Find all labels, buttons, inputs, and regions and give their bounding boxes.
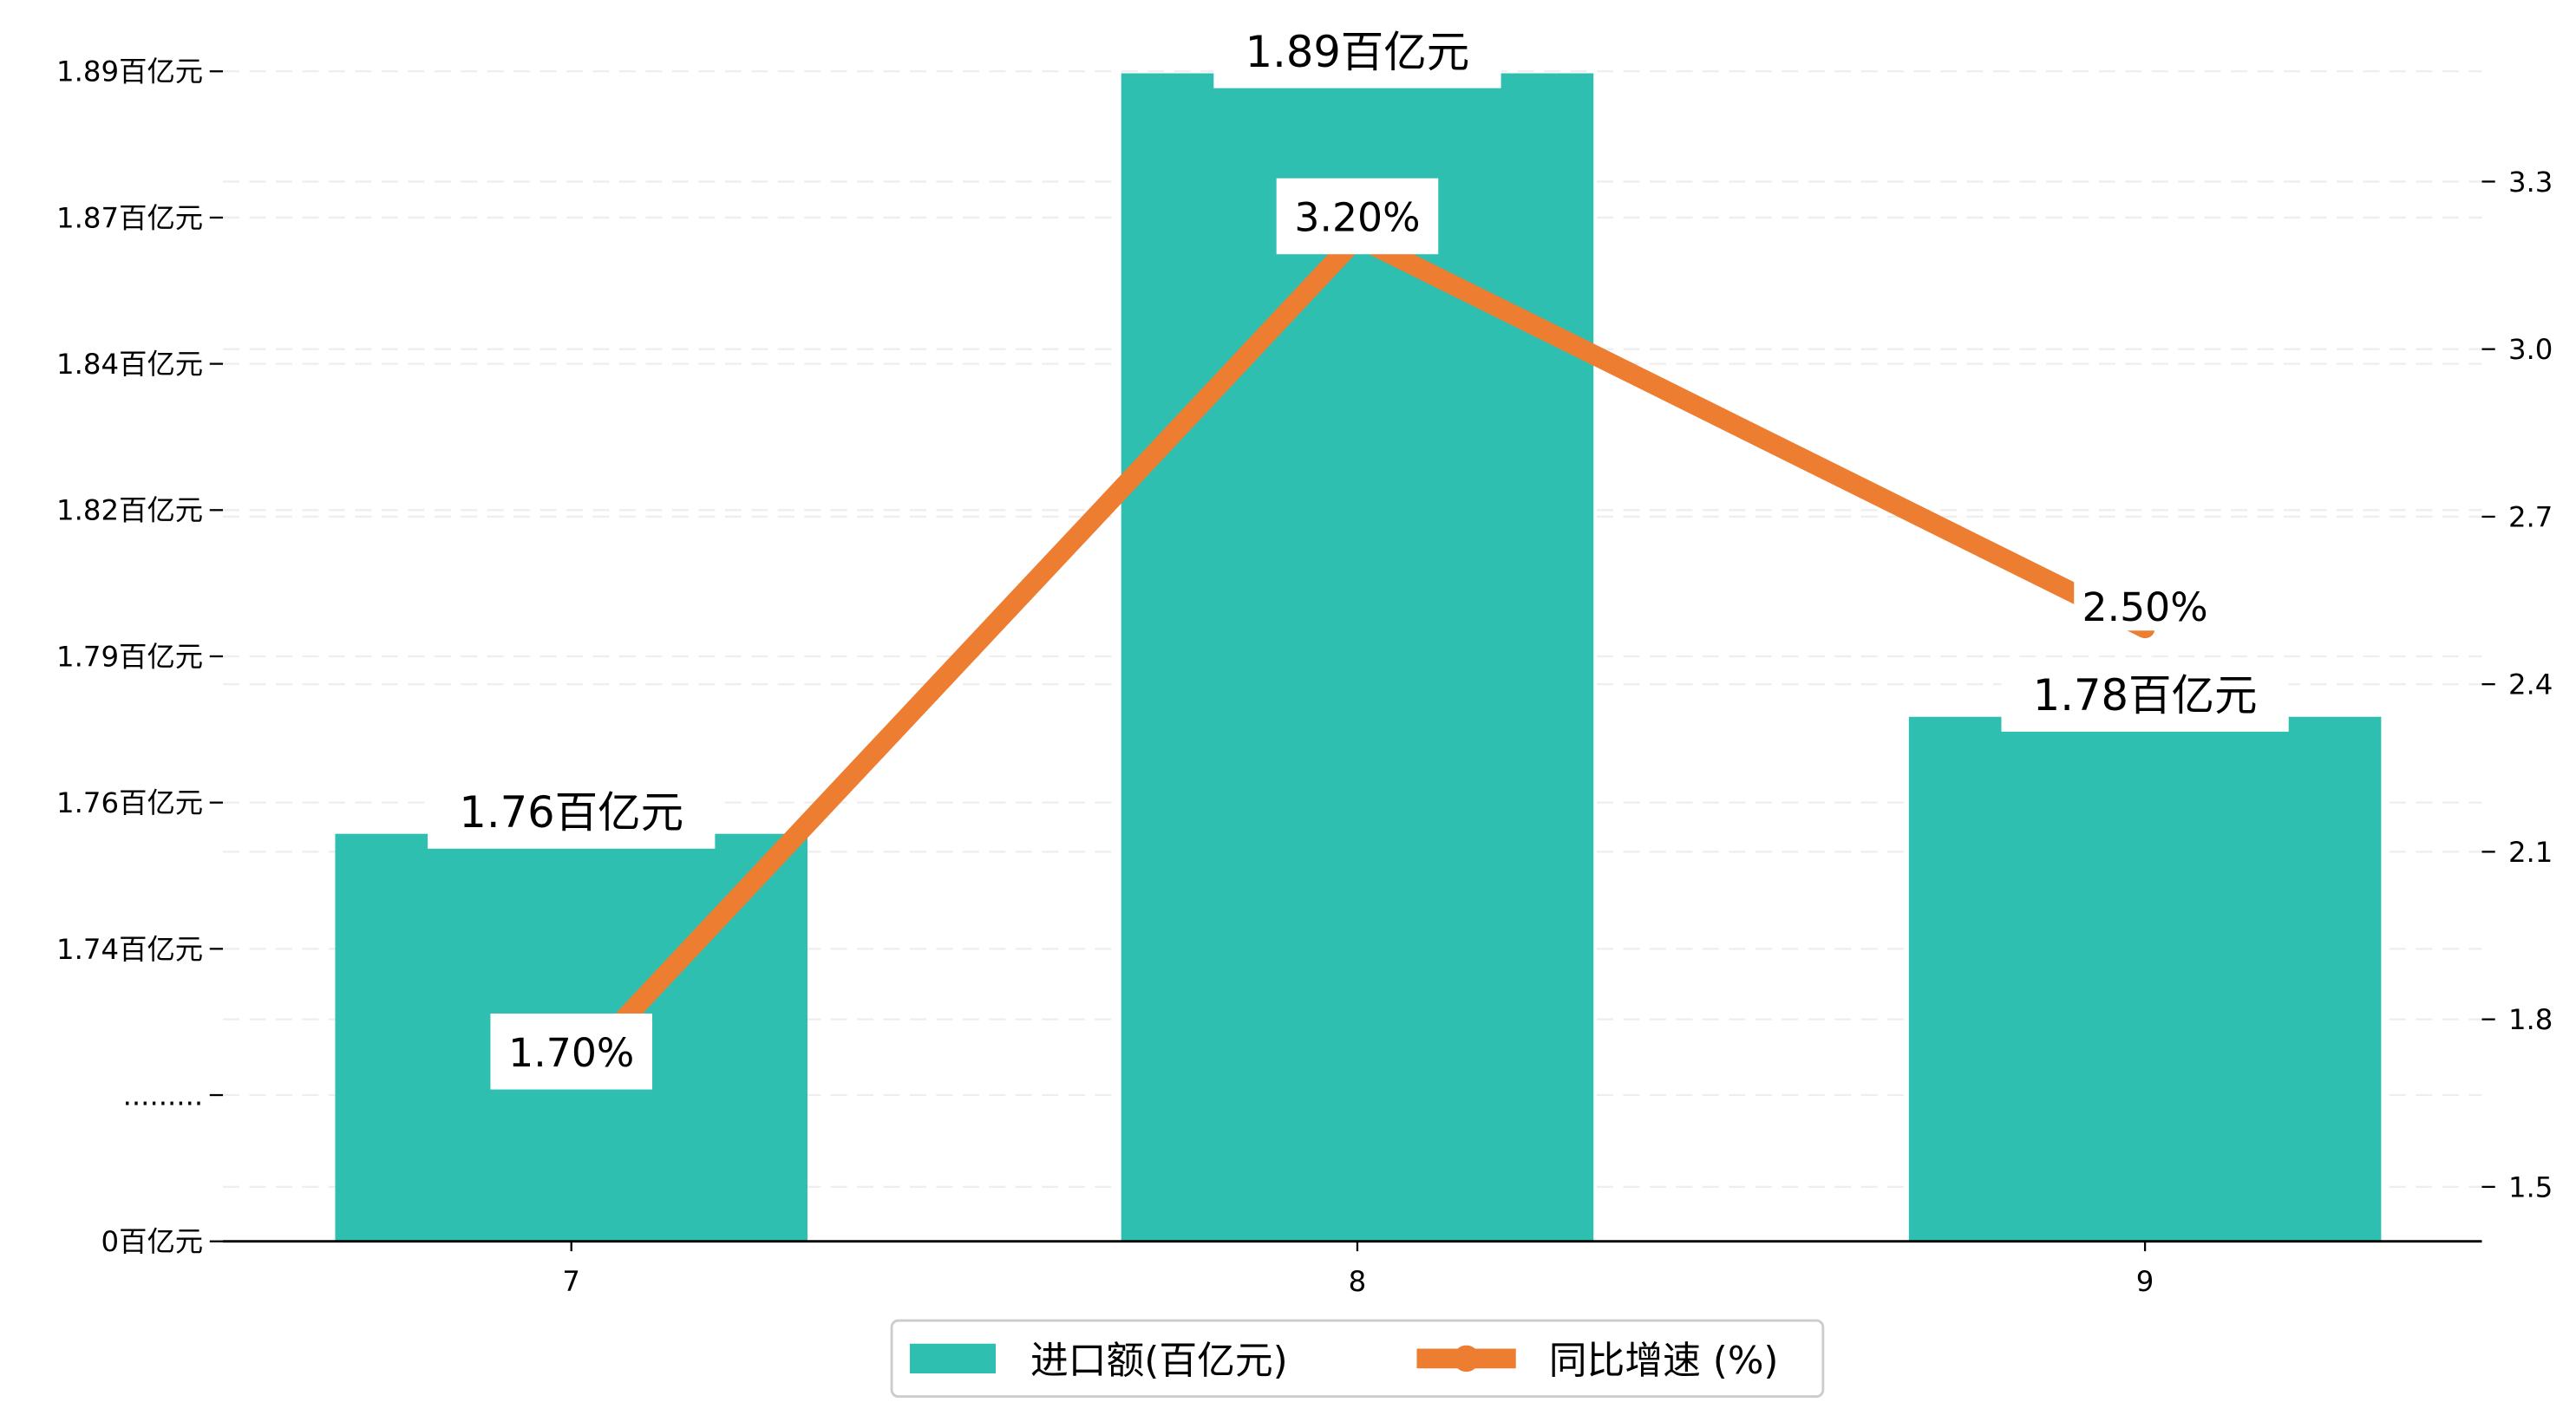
axes: 0百亿元......... 1.74百亿元 1.76百亿元 1.79百亿元 1.82百亿… [56,55,2553,1298]
bar-value-label-bg [428,776,716,849]
legend-line-label: 同比增速 (%) [1549,1339,1779,1383]
data-labels: 1.76百亿元 1.89百亿元 1.78百亿元 1.70% 3.20% 2.50% [428,15,2289,1090]
growth-value-label: 1.70% [508,1030,634,1076]
growth-value-label: 3.20% [1294,195,1420,241]
x-tick-label: 8 [1349,1265,1367,1298]
right-tick-label: 1.8 [2508,1003,2553,1036]
legend-bar-swatch [910,1343,997,1374]
left-tick-label: 1.89百亿元 [56,55,203,88]
growth-value-label-bg [1276,178,1439,255]
bar-9 [1908,716,2382,1242]
legend-line-marker [1453,1345,1480,1373]
growth-value-label-bg [490,1013,653,1090]
bars [335,73,2382,1242]
right-tick-label: 3.3 [2508,166,2553,199]
right-tick-label: 2.7 [2508,500,2553,533]
left-tick-label: 1.82百亿元 [56,494,203,527]
legend-bar-label: 进口额(百亿元) [1030,1339,1288,1383]
bar-value-label-bg [2001,659,2289,732]
bar-value-label: 1.89百亿元 [1246,27,1470,77]
bar-8 [1121,73,1594,1242]
left-tick-label: 0百亿元 [101,1225,204,1258]
left-tick-label: 1.76百亿元 [56,786,203,819]
growth-value-label: 2.50% [2082,584,2208,630]
growth-value-label-bg [2074,581,2216,631]
right-tick-label: 3.0 [2508,333,2553,366]
legend-box [890,1319,1825,1399]
left-tick-label: 1.79百亿元 [56,640,203,673]
left-tick-label: 1.74百亿元 [56,933,203,966]
bar-value-label: 1.76百亿元 [459,787,683,838]
bar-value-label-bg [1213,15,1501,88]
legend: 进口额(百亿元) 同比增速 (%) [890,1319,1825,1399]
x-tick-label: 9 [2136,1265,2154,1298]
left-tick-label: 1.84百亿元 [56,348,203,381]
left-tick-label: 1.87百亿元 [56,201,203,234]
left-tick-label: ......... [123,1079,204,1112]
right-tick-label: 1.5 [2508,1170,2553,1203]
x-tick-label: 7 [562,1265,580,1298]
right-tick-label: 2.4 [2508,668,2553,701]
right-tick-label: 2.1 [2508,836,2553,869]
bar-value-label: 1.78百亿元 [2033,670,2258,721]
